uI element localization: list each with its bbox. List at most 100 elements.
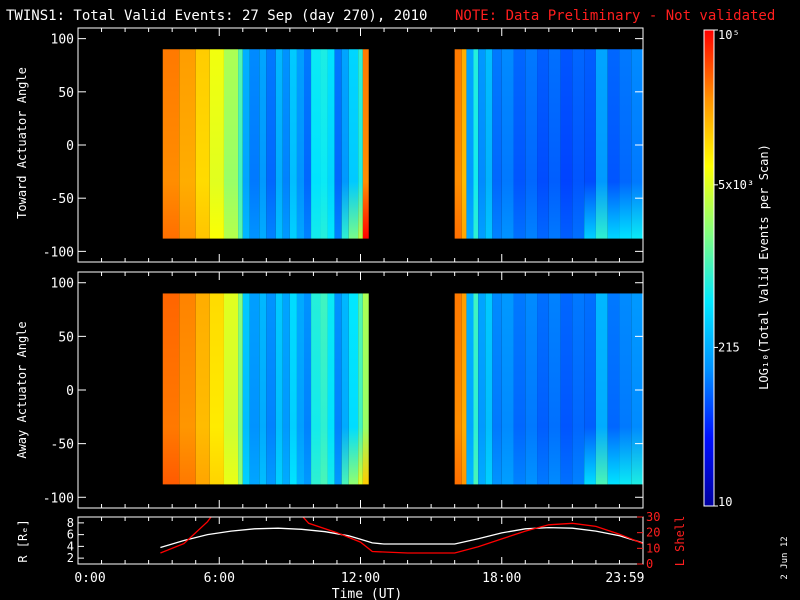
heatmap-column — [249, 293, 260, 485]
x-tick-label: 23:59 — [605, 571, 644, 586]
heatmap-column — [320, 49, 328, 239]
heatmap-column — [320, 293, 328, 485]
heatmap-column — [289, 293, 297, 485]
heatmap-column — [289, 49, 297, 239]
heatmap-column — [362, 49, 369, 239]
right-y-tick-label: 10 — [646, 541, 660, 555]
heatmap-column — [525, 49, 538, 239]
heatmap-column — [548, 49, 561, 239]
heatmap-column — [473, 293, 479, 485]
heatmap-column — [525, 293, 538, 485]
heatmap-column — [266, 293, 276, 485]
chart-title: TWINS1: Total Valid Events: 27 Sep (day … — [6, 8, 427, 24]
heatmap-column — [607, 49, 620, 239]
y-tick-label: 0 — [66, 139, 74, 154]
heatmap-column — [238, 49, 243, 239]
heatmap-column — [537, 293, 549, 485]
orbit-right-ylabel: L Shell — [673, 516, 687, 567]
heatmap-column — [259, 293, 267, 485]
heatmap-column — [358, 49, 363, 239]
heatmap-column — [179, 49, 196, 239]
heatmap-column — [454, 293, 462, 485]
heatmap-column — [162, 49, 180, 239]
right-y-tick-label: 0 — [646, 557, 653, 571]
y-tick-label: -50 — [51, 192, 74, 207]
heatmap-column — [461, 49, 467, 239]
heatmap-column — [478, 293, 486, 485]
y-tick-label: 100 — [51, 33, 74, 48]
heatmap-column — [162, 293, 180, 485]
heatmap-column — [275, 293, 283, 485]
colorbar-gradient — [704, 30, 714, 506]
away-angle-panel: 100 50 0 -50 -100 — [43, 271, 644, 509]
heatmap-column — [572, 49, 585, 239]
heatmap-column — [327, 293, 335, 485]
colorbar-label: LOG₁₀(Total Valid Events per Scan) — [757, 144, 771, 390]
heatmap-column — [485, 49, 493, 239]
y-tick-label: -100 — [43, 245, 74, 260]
heatmap-column — [238, 293, 243, 485]
colorbar-tick-label: 10⁵ — [718, 28, 740, 42]
heatmap-column — [266, 49, 276, 239]
heatmap-column — [282, 49, 290, 239]
y-tick-label: 6 — [67, 528, 74, 542]
x-tick-label: 0:00 — [74, 571, 105, 586]
heatmap-column — [341, 293, 349, 485]
heatmap-column — [607, 293, 620, 485]
heatmap-column — [560, 293, 573, 485]
heatmap-column — [548, 293, 561, 485]
colorbar-tick-label: 5x10³ — [718, 178, 754, 192]
date-stamp: 2 Jun 12 — [780, 536, 790, 579]
heatmap-column — [304, 49, 312, 239]
colorbar-frame — [703, 29, 715, 507]
heatmap-column — [466, 293, 474, 485]
heatmap-column — [485, 293, 493, 485]
right-y-tick-label: 30 — [646, 510, 660, 524]
x-tick-label: 12:00 — [341, 571, 380, 586]
lshell-series-line — [160, 517, 643, 554]
y-tick-label: 8 — [67, 516, 74, 530]
heatmap-column — [492, 49, 502, 239]
away-ylabel: Away Actuator Angle — [15, 321, 29, 458]
heatmap-column — [461, 293, 467, 485]
heatmap-column — [223, 49, 239, 239]
heatmap-column — [619, 293, 632, 485]
heatmap-column — [595, 293, 608, 485]
heatmap-column — [619, 49, 632, 239]
heatmap-column — [282, 293, 290, 485]
heatmap-column — [296, 49, 304, 239]
colorbar: 10⁵ 5x10³ 215 10 — [703, 28, 754, 509]
heatmap-column — [327, 49, 335, 239]
heatmap-column — [334, 49, 342, 239]
y-tick-label: 100 — [51, 277, 74, 292]
heatmap-column — [466, 49, 474, 239]
heatmap-column — [348, 293, 359, 485]
heatmap-column — [334, 293, 342, 485]
x-tick-label: 18:00 — [482, 571, 521, 586]
y-tick-label: 0 — [66, 384, 74, 399]
data-note: NOTE: Data Preliminary - Not validated — [455, 8, 775, 24]
heatmap-column — [572, 293, 585, 485]
toward-ylabel: Toward Actuator Angle — [15, 67, 29, 219]
heatmap-column — [513, 49, 526, 239]
heatmap-column — [537, 49, 549, 239]
heatmap-column — [595, 49, 608, 239]
heatmap-column — [584, 293, 596, 485]
heatmap-column — [195, 293, 210, 485]
colorbar-tick-label: 215 — [718, 340, 740, 354]
heatmap-column — [560, 49, 573, 239]
heatmap-column — [304, 293, 312, 485]
heatmap-column — [348, 49, 359, 239]
colorbar-tick-label: 10 — [718, 495, 732, 509]
y-tick-label: 4 — [67, 539, 74, 553]
heatmap-column — [631, 293, 643, 485]
heatmap-column — [249, 49, 260, 239]
heatmap-column — [179, 293, 196, 485]
heatmap-column — [275, 49, 283, 239]
y-tick-label: 50 — [58, 86, 74, 101]
toward-angle-panel: 100 50 0 -50 -100 — [43, 27, 644, 263]
y-tick-label: -100 — [43, 491, 74, 506]
heatmap-column — [473, 49, 479, 239]
